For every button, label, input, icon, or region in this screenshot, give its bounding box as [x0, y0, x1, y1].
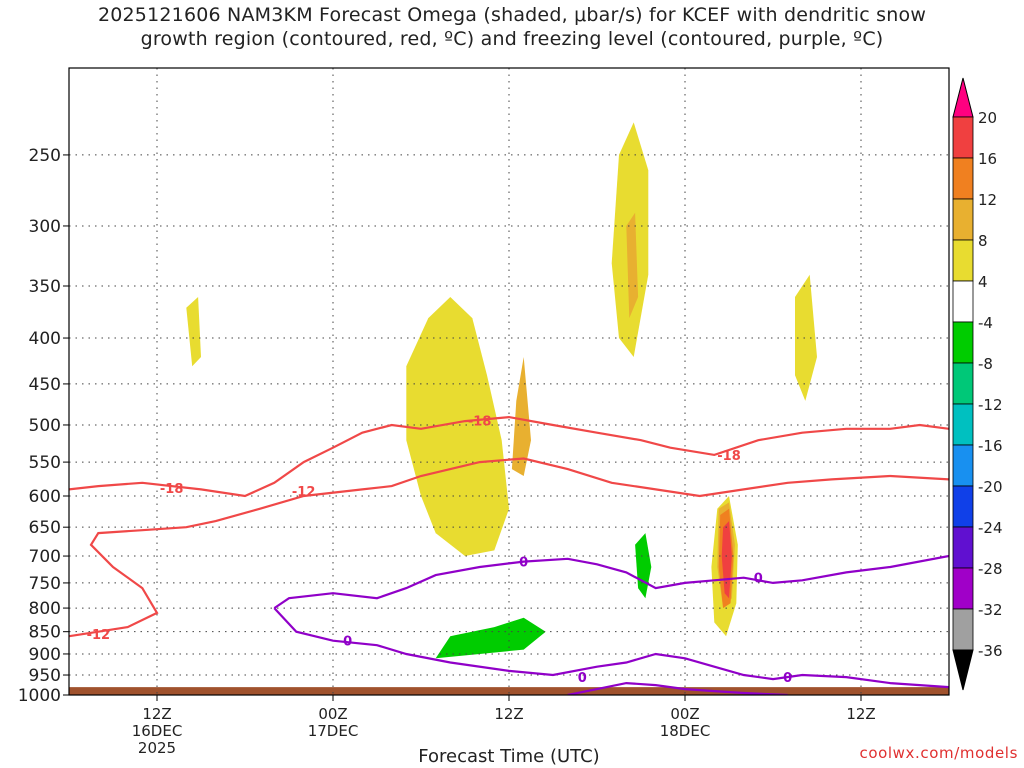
omega-region-12-0 — [511, 357, 531, 476]
colorbar-label-5: -4 — [978, 314, 993, 332]
colorbar-label-13: -36 — [978, 642, 1003, 660]
colorbar-box-8 — [952, 444, 974, 487]
omega-region-4-8 — [450, 139, 524, 297]
omega-region-8-3 — [795, 274, 817, 401]
omega-region-neg4-10 — [355, 666, 392, 692]
ground-band — [69, 687, 949, 695]
freezing-contour-0 — [273, 554, 949, 610]
y-tick-label-300: 300 — [29, 217, 61, 237]
colorbar-box-2 — [952, 198, 974, 241]
colorbar-label-7: -12 — [978, 396, 1003, 414]
x-tick-label-2-0: 12Z — [494, 705, 523, 723]
y-tick-label-250: 250 — [29, 146, 61, 166]
freezing-contour-1 — [273, 607, 949, 689]
x-tick-label-1-1: 17DEC — [308, 722, 359, 740]
x-tick-label-0-1: 16DEC — [132, 722, 183, 740]
colorbar-label-11: -28 — [978, 560, 1003, 578]
y-tick-label-650: 650 — [29, 518, 61, 538]
contour-label-3: -18 — [717, 449, 741, 464]
colorbar-label-0: 20 — [978, 109, 997, 127]
colorbar-label-12: -32 — [978, 601, 1003, 619]
colorbar-label-6: -8 — [978, 355, 993, 373]
colorbar-label-9: -20 — [978, 478, 1003, 496]
omega-region-neg4-0 — [333, 226, 339, 281]
colorbar-box-11 — [952, 567, 974, 610]
colorbar-label-1: 16 — [978, 150, 997, 168]
site-credit[interactable]: coolwx.com/models — [859, 744, 1018, 762]
y-tick-label-1000: 1000 — [18, 686, 61, 706]
colorbar-box-12 — [952, 608, 974, 651]
omega-region-neg4-3 — [663, 603, 700, 663]
colorbar-box-9 — [952, 485, 974, 528]
omega-region-4-0 — [71, 383, 102, 470]
y-tick-label-750: 750 — [29, 574, 61, 594]
omega-region-neg4-5 — [773, 588, 795, 623]
x-tick-label-3-1: 18DEC — [660, 722, 711, 740]
colorbar-box-10 — [952, 526, 974, 569]
omega-region-4-11 — [120, 521, 135, 567]
contour-label-9: 0 — [783, 671, 792, 686]
contour-label-1: -12 — [292, 485, 316, 500]
y-tick-label-500: 500 — [29, 416, 61, 436]
omega-region-neg4-4 — [707, 645, 729, 688]
chart-title-line1: 2025121606 NAM3KM Forecast Omega (shaded… — [97, 4, 927, 26]
colorbar-box-4 — [952, 280, 974, 323]
omega-region-4-1 — [171, 212, 231, 441]
x-tick-label-0-2: 2025 — [138, 739, 176, 757]
dendritic-contour-1 — [69, 457, 949, 638]
colorbar-box-1 — [952, 157, 974, 200]
contour-label-0: -18 — [160, 482, 184, 497]
chart-title-line2: growth region (contoured, red, ºC) and f… — [140, 28, 884, 50]
omega-region-neg4-8 — [582, 670, 627, 690]
colorbar-top-triangle — [952, 77, 974, 118]
colorbar-box-3 — [952, 239, 974, 282]
x-tick-label-3-0: 00Z — [670, 705, 699, 723]
y-tick-label-400: 400 — [29, 329, 61, 349]
colorbar-label-4: 4 — [978, 273, 988, 291]
freezing-contour-2 — [567, 681, 788, 695]
omega-region-neg4-7 — [890, 654, 949, 680]
y-tick-label-600: 600 — [29, 487, 61, 507]
colorbar-label-3: 8 — [978, 232, 988, 250]
colorbar-box-6 — [952, 362, 974, 405]
y-tick-label-800: 800 — [29, 599, 61, 619]
contour-label-7: 0 — [578, 671, 587, 686]
x-axis-label: Forecast Time (UTC) — [418, 746, 599, 767]
y-tick-label-900: 900 — [29, 645, 61, 665]
contour-label-4: -12 — [87, 628, 111, 643]
omega-region-neg4-6 — [76, 658, 135, 684]
x-tick-label-1-0: 00Z — [318, 705, 347, 723]
y-tick-label-550: 550 — [29, 453, 61, 473]
colorbar-bottom-triangle — [952, 649, 974, 691]
x-tick-label-0-0: 12Z — [142, 705, 171, 723]
contour-label-8: 0 — [754, 572, 763, 587]
y-tick-label-450: 450 — [29, 375, 61, 395]
colorbar-box-7 — [952, 403, 974, 446]
omega-region-neg8-1 — [635, 533, 652, 599]
colorbar-label-2: 12 — [978, 191, 997, 209]
y-tick-label-700: 700 — [29, 547, 61, 567]
colorbar-box-5 — [952, 321, 974, 364]
colorbar-box-0 — [952, 116, 974, 159]
contour-label-5: 0 — [519, 556, 528, 571]
colorbar-label-8: -16 — [978, 437, 1003, 455]
y-tick-label-950: 950 — [29, 666, 61, 686]
x-tick-label-4-0: 12Z — [846, 705, 875, 723]
omega-region-neg8-0 — [435, 617, 546, 659]
dendritic-contour-0 — [69, 415, 949, 498]
y-tick-label-350: 350 — [29, 277, 61, 297]
omega-region-8-0 — [406, 297, 509, 556]
omega-region-8-4 — [186, 297, 201, 367]
colorbar-label-10: -24 — [978, 519, 1003, 537]
contour-label-6: 0 — [343, 635, 352, 650]
omega-region-4-4 — [707, 184, 788, 418]
omega-region-4-10 — [164, 533, 179, 583]
omega-region-12-1 — [626, 212, 639, 319]
omega-region-neg4-9 — [663, 338, 678, 418]
omega-region-4-6 — [274, 496, 301, 589]
y-tick-label-850: 850 — [29, 623, 61, 643]
contour-label-2: -18 — [468, 414, 492, 429]
